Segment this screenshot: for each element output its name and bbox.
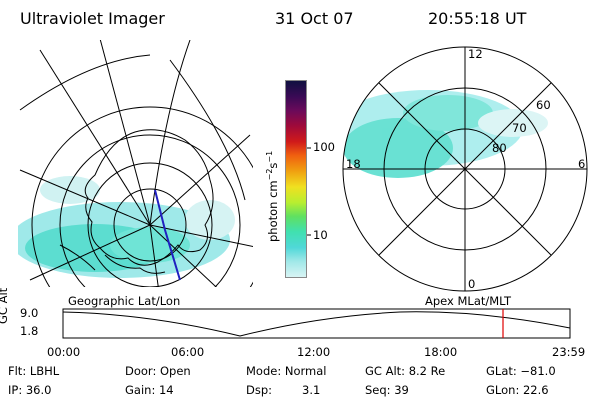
aurora-emission-right [343,90,548,178]
seq-status: Seq: 39 [365,383,409,397]
ytick-bottom: 1.8 [20,324,39,338]
xtick-0000: 00:00 [47,345,81,359]
mlt-label-12: 12 [468,47,483,61]
mlat-label-70: 70 [512,121,527,135]
ip-status: IP: 36.0 [8,383,52,397]
colorbar-tick-10: 10 [313,228,328,242]
mlat-label-80: 80 [492,141,507,155]
mlt-dial [342,46,588,292]
aurora-emission-left [18,176,235,278]
door-status: Door: Open [125,364,191,378]
mlt-label-18: 18 [346,157,361,171]
gc-alt-axis-label: GC Alt [0,287,10,324]
xtick-2359: 23:59 [552,345,586,359]
colorbar-tick-100: 100 [313,140,335,154]
ytick-top: 9.0 [20,306,39,320]
geographic-map [18,40,253,287]
mlat-label-60: 60 [536,98,551,112]
time-label: 20:55:18 UT [428,9,527,28]
filter-status: Flt: LBHL [8,364,60,378]
colorbar-ticks [307,147,311,236]
xtick-0600: 06:00 [171,345,205,359]
instrument-title: Ultraviolet Imager [20,9,165,28]
colorbar-unit-label: photon cm−2s−1 [265,150,280,242]
left-map-caption: Geographic Lat/Lon [68,294,181,308]
mlt-label-0: 0 [468,277,476,291]
dsp-value: 3.1 [302,383,321,397]
gc-alt-status: GC Alt: 8.2 Re [365,364,446,378]
gain-status: Gain: 14 [125,383,174,397]
glon-status: GLon: 22.6 [486,383,549,397]
continent-outline [84,129,214,266]
xtick-1800: 18:00 [424,345,458,359]
altitude-curve [62,311,571,337]
glat-status: GLat: −81.0 [486,364,556,378]
date-label: 31 Oct 07 [275,9,354,28]
altitude-plot [62,308,571,339]
xtick-1200: 12:00 [297,345,331,359]
mlt-label-6: 6 [578,157,586,171]
colorbar [285,80,307,278]
mode-status: Mode: Normal [246,364,327,378]
dsp-label: Dsp: [246,383,273,397]
orbit-track [154,189,181,281]
right-dial-caption: Apex MLat/MLT [425,294,512,308]
